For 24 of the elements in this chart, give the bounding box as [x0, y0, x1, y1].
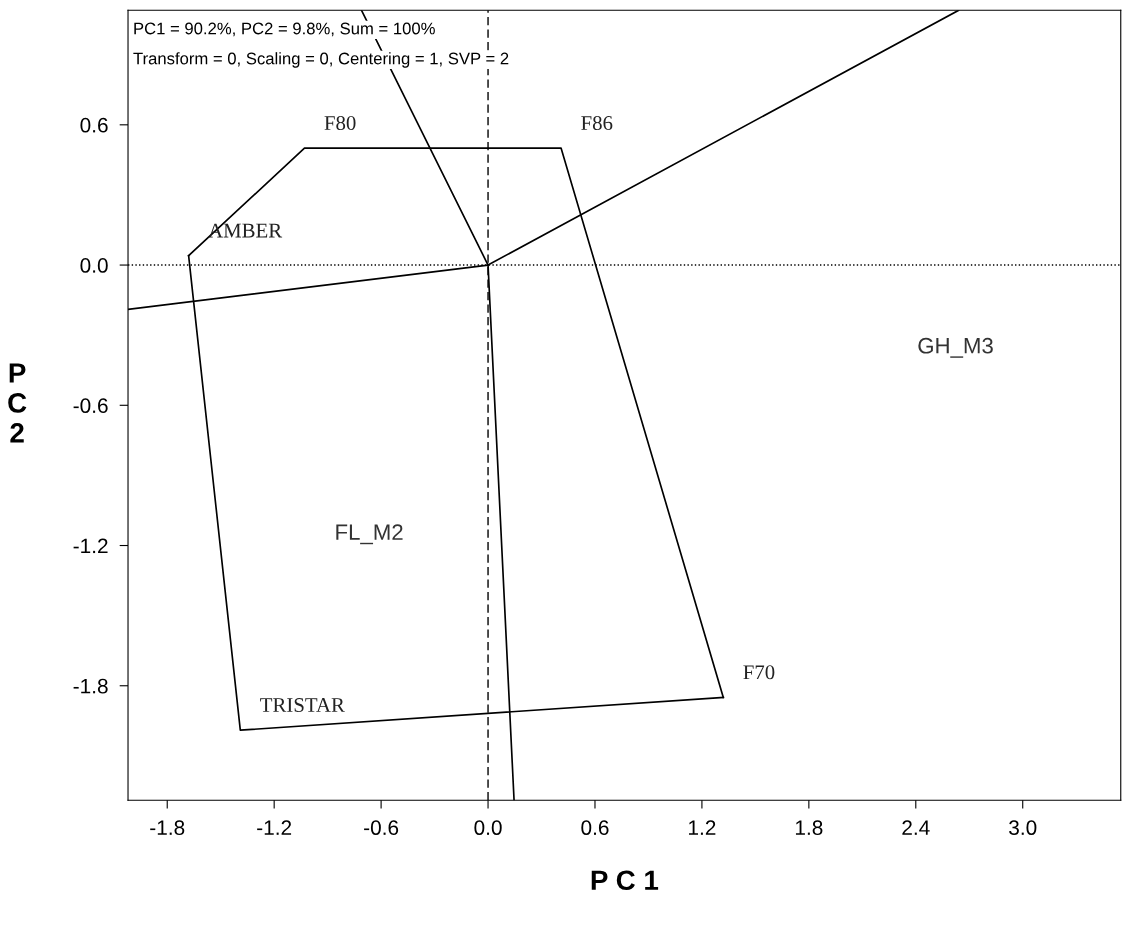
- annotation: GH_M3: [918, 337, 993, 358]
- y-tick-label: -1.2: [73, 538, 108, 554]
- y-tick-label: 0.6: [80, 117, 108, 133]
- annotation: F80: [324, 116, 356, 131]
- x-tick-label: -1.8: [150, 820, 185, 836]
- annotation: PC1 = 90.2%, PC2 = 9.8%, Sum = 100%: [134, 22, 435, 37]
- x-tick-label: 0.0: [474, 820, 502, 836]
- y-axis-title: PC2: [8, 363, 27, 443]
- x-tick-label: 1.2: [689, 820, 716, 835]
- x-tick-label: 3.0: [1009, 820, 1037, 836]
- annotation: TRISTAR: [260, 698, 345, 713]
- y-tick-label: -0.6: [73, 398, 108, 414]
- x-tick-label: 2.4: [902, 820, 930, 835]
- annotation: F86: [581, 116, 613, 131]
- x-tick-label: -0.6: [364, 820, 399, 836]
- annotation: Transform = 0, Scaling = 0, Centering = 1, SVP = 2: [133, 52, 509, 68]
- annotation: FL_M2: [336, 524, 403, 545]
- annotation: F70: [743, 665, 775, 680]
- x-tick-label: 0.6: [581, 820, 609, 836]
- x-axis-title: P C 1: [591, 870, 659, 891]
- y-tick-label: 0.0: [80, 258, 108, 273]
- y-tick-label: -1.8: [73, 678, 108, 694]
- x-tick-label: -1.2: [257, 820, 292, 835]
- x-tick-label: 1.8: [795, 820, 823, 836]
